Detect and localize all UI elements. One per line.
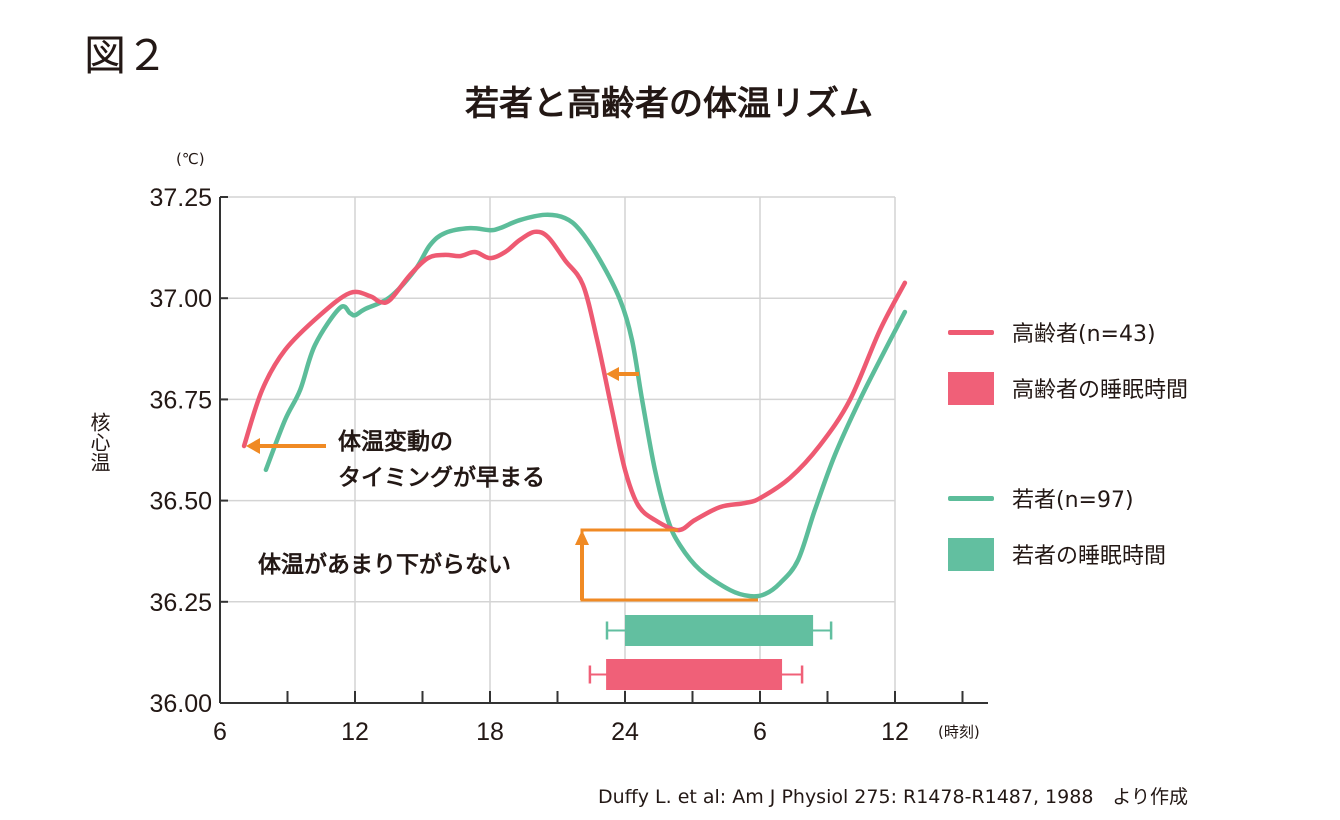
annotation-line: 体温変動の: [338, 429, 453, 455]
arrow-up-icon: [575, 530, 589, 545]
series-line-young: [263, 212, 908, 599]
legend-item-elderly-line: 高齢者(n=43): [948, 314, 1156, 350]
y-tick-label: 37.00: [149, 285, 212, 313]
x-unit: (時刻): [938, 723, 980, 741]
y-tick-label: 37.25: [149, 184, 212, 212]
x-tick-label: 12: [881, 718, 909, 746]
legend-line-swatch: [948, 495, 994, 501]
x-tick-label: 12: [341, 718, 369, 746]
legend-item-young-sleep: 若者の睡眠時間: [948, 536, 1166, 572]
arrow-left-icon: [606, 367, 619, 381]
sleep-bar-elderly: [606, 659, 783, 690]
annotation-line: タイミングが早まる: [338, 465, 545, 491]
x-tick-label: 24: [611, 718, 639, 746]
legend-label: 高齢者の睡眠時間: [1012, 378, 1189, 403]
legend-box-swatch: [948, 371, 994, 405]
legend-label: 若者の睡眠時間: [1012, 544, 1167, 569]
y-axis-label: 核心温: [87, 412, 111, 472]
annotation-timing-earlier: 体温変動の タイミングが早まる: [338, 424, 545, 496]
chart-title: 若者と高齢者の体温リズム: [0, 76, 1340, 125]
series-line-elderly: [241, 229, 908, 533]
y-unit: (℃): [176, 150, 205, 168]
x-tick-label: 18: [476, 718, 504, 746]
x-tick-label: 6: [213, 718, 227, 746]
chart-title-text: 若者と高齢者の体温リズム: [465, 84, 873, 124]
annotation-temp-not-dropping: 体温があまり下がらない: [258, 552, 511, 578]
legend-label: 高齢者(n=43): [1012, 322, 1156, 347]
source-citation: Duffy L. et al: Am J Physiol 275: R1478-…: [598, 786, 1189, 808]
y-tick-label: 36.25: [149, 589, 212, 617]
legend-label: 若者(n=97): [1012, 488, 1134, 513]
y-tick-label: 36.50: [149, 488, 212, 516]
legend-box-swatch: [948, 537, 994, 571]
figure-label: 図２: [84, 31, 169, 80]
y-tick-label: 36.00: [149, 690, 212, 718]
legend-item-young-line: 若者(n=97): [948, 480, 1134, 516]
sleep-bar-young: [625, 615, 814, 646]
y-tick-label: 36.75: [149, 386, 212, 414]
x-tick-label: 6: [753, 718, 767, 746]
legend-item-elderly-sleep: 高齢者の睡眠時間: [948, 370, 1188, 406]
arrow-left-icon: [246, 438, 260, 454]
legend-line-swatch: [948, 329, 994, 335]
